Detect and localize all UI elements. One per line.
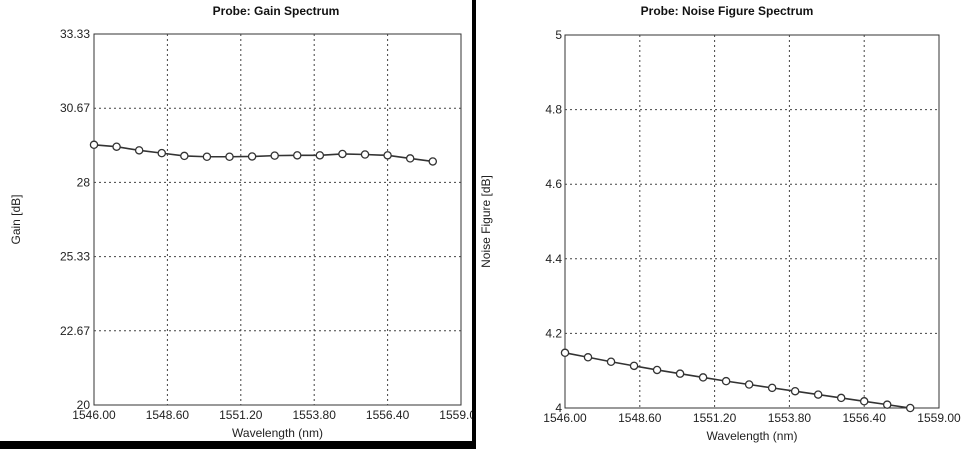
y-tick-label: 30.67 xyxy=(60,101,90,115)
data-point xyxy=(836,393,846,403)
data-point xyxy=(202,152,212,161)
data-point xyxy=(383,151,392,160)
x-tick-label: 1556.40 xyxy=(366,408,410,422)
y-axis-label: Gain [dB] xyxy=(9,194,23,244)
x-tick-label: 1559.00 xyxy=(439,408,472,422)
x-tick-label: 1548.60 xyxy=(618,411,662,425)
x-tick-label: 1553.80 xyxy=(768,411,812,425)
data-point xyxy=(157,148,167,158)
data-point xyxy=(338,149,347,159)
data-point xyxy=(560,348,570,358)
x-tick-label: 1553.80 xyxy=(293,408,337,422)
x-tick-label: 1551.20 xyxy=(219,408,263,422)
y-tick-label: 5 xyxy=(555,28,562,42)
y-tick-label: 28 xyxy=(77,175,91,189)
y-tick-label: 25.33 xyxy=(60,250,90,264)
chart-title: Probe: Gain Spectrum xyxy=(213,4,340,18)
data-point xyxy=(293,151,302,160)
data-point xyxy=(225,152,234,161)
series-line xyxy=(93,143,433,163)
bottom-border xyxy=(0,441,472,449)
x-axis-label: Wavelength (nm) xyxy=(232,426,323,440)
y-tick-label: 4.6 xyxy=(545,177,562,191)
y-axis-label: Noise Figure [dB] xyxy=(479,175,493,268)
data-point xyxy=(606,357,616,366)
data-point xyxy=(790,386,800,396)
x-tick-label: 1559.00 xyxy=(917,411,961,425)
x-tick-label: 1546.00 xyxy=(543,411,587,425)
data-point xyxy=(270,151,279,160)
y-tick-label: 33.33 xyxy=(60,27,90,41)
data-point xyxy=(767,383,777,393)
x-tick-label: 1548.60 xyxy=(146,408,190,422)
data-point xyxy=(629,361,639,371)
x-tick-label: 1546.00 xyxy=(72,408,116,422)
data-point xyxy=(698,373,708,382)
data-point xyxy=(583,353,593,362)
data-point xyxy=(360,150,370,159)
x-tick-label: 1556.40 xyxy=(843,411,887,425)
plot-area xyxy=(564,34,940,409)
gain-spectrum-chart: Probe: Gain Spectrum 20 22.67 25.33 28 30.67 3… xyxy=(9,4,472,440)
data-point xyxy=(428,157,438,166)
y-tick-label: 4 xyxy=(555,401,562,415)
y-tick-label: 4.4 xyxy=(545,252,562,266)
data-point xyxy=(859,397,869,406)
y-tick-label: 4.8 xyxy=(545,103,562,117)
data-point xyxy=(744,380,754,389)
gain-spectrum-panel: Probe: Gain Spectrum 20 22.67 25.33 28 30.67 3… xyxy=(0,0,472,449)
data-point xyxy=(721,376,731,386)
noise-figure-chart: Probe: Noise Figure Spectrum 4 4.2 4.4 4.6 4.… xyxy=(479,4,961,443)
data-point xyxy=(180,151,189,161)
chart-title: Probe: Noise Figure Spectrum xyxy=(641,4,814,18)
series-line xyxy=(564,352,911,409)
data-point xyxy=(405,154,415,163)
data-point xyxy=(134,146,144,155)
y-tick-label: 22.67 xyxy=(60,324,90,338)
panel-divider xyxy=(472,0,476,449)
x-tick-label: 1551.20 xyxy=(693,411,737,425)
y-tick-label: 20 xyxy=(77,398,91,412)
data-point xyxy=(675,369,685,378)
plot-area xyxy=(93,33,462,406)
data-point xyxy=(89,140,99,150)
x-axis-label: Wavelength (nm) xyxy=(707,429,798,443)
data-point xyxy=(813,390,823,399)
data-point xyxy=(652,365,662,375)
data-point xyxy=(112,142,121,151)
y-tick-label: 4.2 xyxy=(545,326,562,340)
data-point xyxy=(905,403,915,413)
data-point xyxy=(247,152,257,161)
noise-figure-panel: Probe: Noise Figure Spectrum 4 4.2 4.4 4.6 4.… xyxy=(476,0,962,449)
data-point xyxy=(882,400,892,409)
data-point xyxy=(315,151,325,160)
